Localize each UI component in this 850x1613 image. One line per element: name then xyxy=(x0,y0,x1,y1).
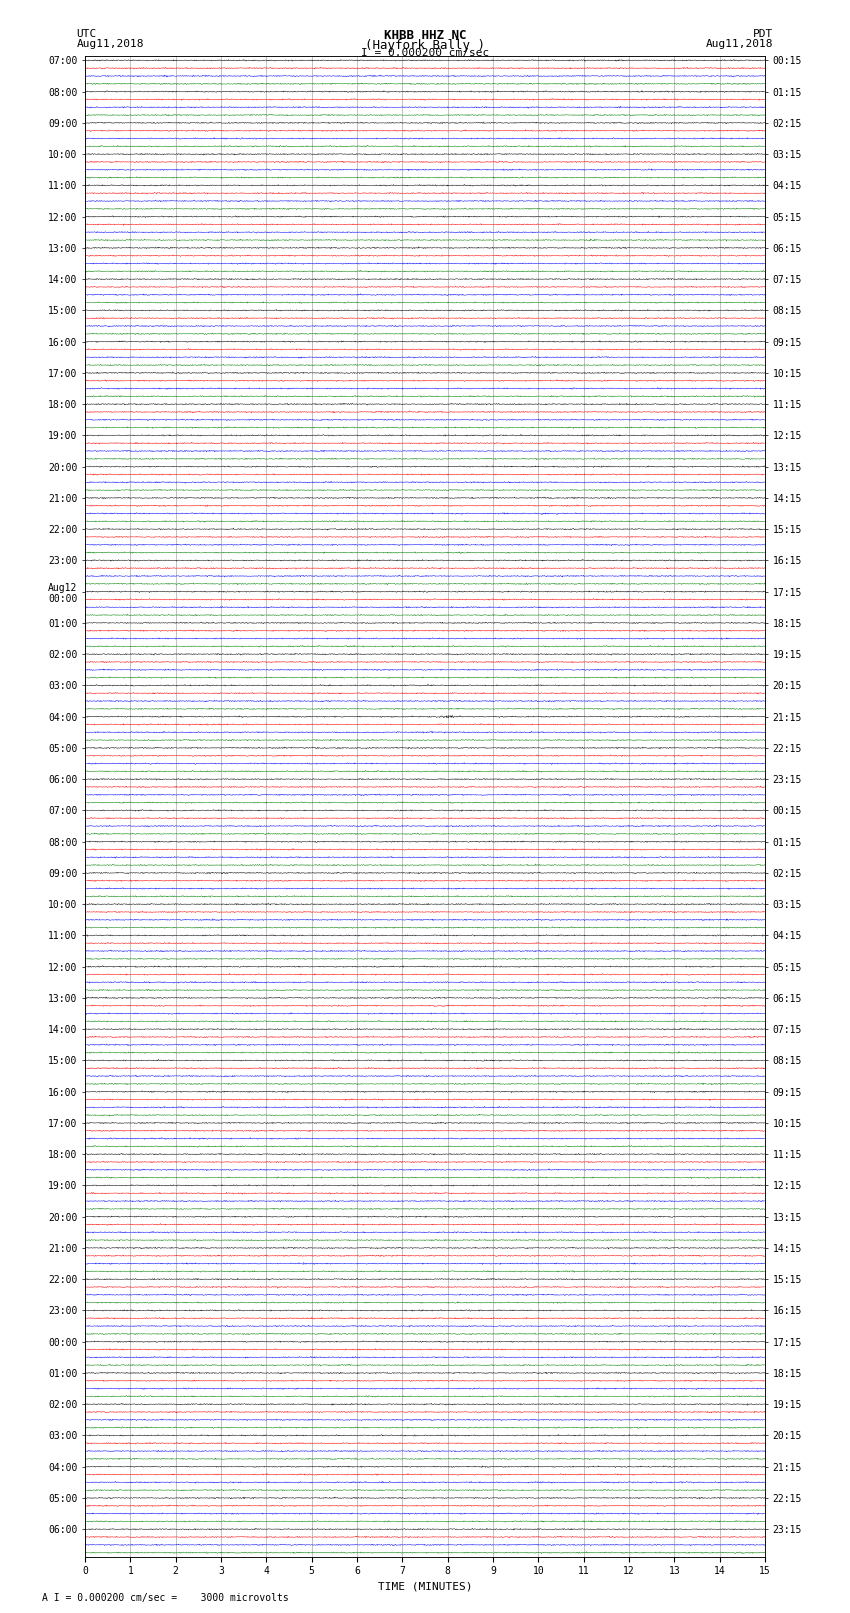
Text: UTC: UTC xyxy=(76,29,97,39)
Text: I = 0.000200 cm/sec: I = 0.000200 cm/sec xyxy=(361,48,489,58)
Text: KHBB HHZ NC: KHBB HHZ NC xyxy=(383,29,467,42)
Text: PDT: PDT xyxy=(753,29,774,39)
Text: (Hayfork Bally ): (Hayfork Bally ) xyxy=(365,39,485,52)
Text: Aug11,2018: Aug11,2018 xyxy=(76,39,144,48)
Text: Aug11,2018: Aug11,2018 xyxy=(706,39,774,48)
Text: A I = 0.000200 cm/sec =    3000 microvolts: A I = 0.000200 cm/sec = 3000 microvolts xyxy=(42,1594,289,1603)
X-axis label: TIME (MINUTES): TIME (MINUTES) xyxy=(377,1582,473,1592)
